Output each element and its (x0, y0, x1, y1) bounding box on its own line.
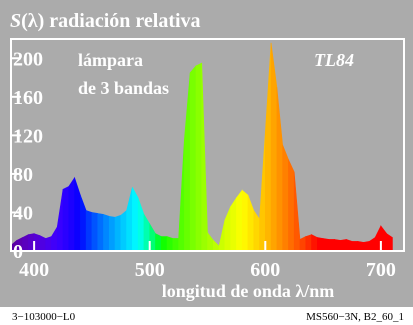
x-tick-label: 400 (19, 259, 49, 281)
spectrum-segment (288, 159, 295, 251)
spectrum-segment (357, 241, 364, 251)
x-axis: 400 500 600 700 (19, 241, 396, 281)
spectrum-segment (114, 214, 122, 251)
spectrum-segment (386, 233, 393, 251)
spectrum-segment (317, 237, 324, 251)
spectrum-segment (68, 176, 75, 251)
spectrum-segment (132, 187, 139, 251)
chart-background (0, 0, 413, 307)
spectrum-segment (39, 235, 46, 251)
spectrum-segment (166, 236, 174, 251)
spectrum-segment (160, 236, 168, 251)
spectrum-area (11, 42, 393, 251)
spectrum-segment (97, 213, 104, 251)
y-tick-label: 40 (13, 202, 33, 224)
spectrum-segment (172, 238, 179, 251)
spectrum-segment (230, 197, 237, 251)
spectrum-segment (305, 234, 312, 251)
spectrum-segment (22, 234, 29, 251)
spectrum-segment (363, 241, 370, 251)
spectrum-segment (108, 215, 116, 251)
spectrum-segment (103, 213, 110, 251)
y-tick-label: 200 (13, 48, 43, 70)
y-tick-label: 120 (13, 125, 43, 147)
spectrum-segment (189, 65, 197, 251)
x-tick-label: 700 (366, 259, 396, 281)
spectrum-segment (91, 212, 98, 251)
x-axis-label: longitud de onda λ/nm (162, 281, 334, 301)
spectrum-segment (236, 189, 243, 251)
spectrum-segment (334, 239, 341, 251)
spectrum-segment (155, 233, 162, 251)
spectrum-segment (120, 209, 127, 251)
spectrum-segment (351, 241, 359, 251)
spectrum-segment (62, 185, 70, 251)
spectrum-segment (345, 239, 353, 251)
lamp-label: TL84 (314, 50, 354, 70)
plot-frame (10, 38, 405, 252)
spectrum-segment (322, 238, 330, 251)
spectrum-segment (241, 189, 249, 251)
spectrum-segment (340, 239, 347, 251)
footer-left: 3−103000−L0 (12, 311, 76, 323)
spectrum-segment (45, 236, 52, 251)
spectrum-segment (85, 210, 93, 251)
x-tick-label: 600 (250, 259, 280, 281)
y-axis: 0 40 80 120 160 200 (11, 48, 43, 263)
spectrum-segment (282, 144, 289, 251)
spectrum-segment (328, 239, 335, 251)
y-tick-label: 160 (13, 87, 43, 109)
footer-right: MS560−3N, B2_60_1 (306, 311, 404, 323)
spectrum-segment (311, 234, 318, 251)
spectrum-segment (195, 62, 203, 251)
y-tick-label: 0 (13, 241, 23, 263)
x-tick-label: 500 (135, 259, 165, 281)
series-label-line2: de 3 bandas (78, 78, 169, 98)
chart-title: S(λ) radiación relativa (10, 10, 201, 32)
y-tick-label: 80 (13, 164, 33, 186)
series-label-line1: lámpara (78, 50, 143, 70)
spectrum-segment (299, 236, 307, 251)
